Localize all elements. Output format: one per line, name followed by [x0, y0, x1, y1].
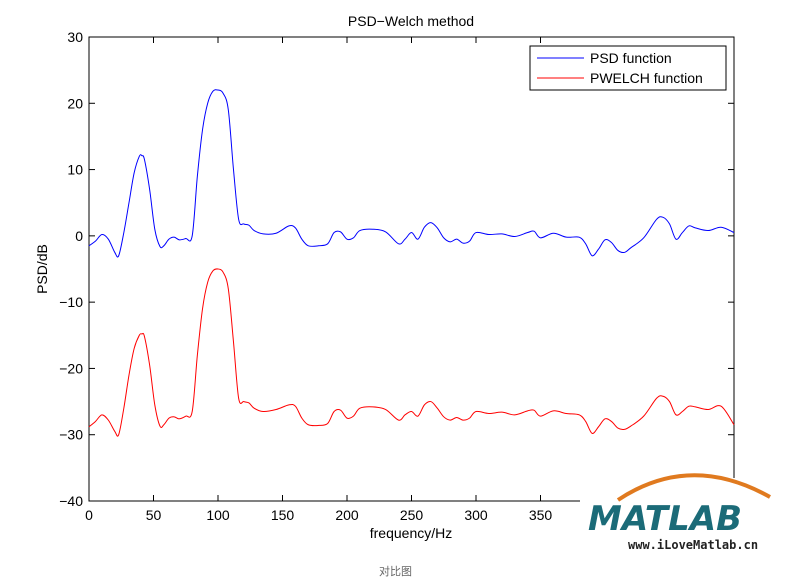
plot-area: [88, 36, 735, 502]
pwelch-function-line: [88, 268, 735, 437]
y-axis-label: PSD/dB: [34, 244, 50, 294]
y-tick-label: −40: [59, 493, 83, 509]
x-tick-label: 0: [85, 507, 93, 523]
x-tick-label: 300: [464, 507, 488, 523]
x-tick-label: 200: [335, 507, 359, 523]
x-axis-label: frequency/Hz: [370, 525, 452, 541]
y-tick-label: −30: [59, 427, 83, 443]
watermark-arc-icon: [616, 473, 771, 502]
watermark-url: www.iLoveMatlab.cn: [628, 538, 758, 552]
x-tick-label: 350: [529, 507, 553, 523]
legend-box: [529, 45, 727, 91]
x-tick-label: 50: [146, 507, 162, 523]
psd-function-line: [88, 89, 735, 258]
y-tick-label: 30: [67, 29, 83, 45]
series-group: [88, 89, 735, 437]
y-tick-label: 0: [75, 228, 83, 244]
legend-label-psd: PSD function: [590, 50, 672, 66]
y-axis-ticks: 30 20 10 0 −10 −20 −30 −40: [59, 29, 734, 509]
x-axis-ticks: 0 50 100 150 200 250 300 350: [85, 37, 552, 523]
legend-label-pwelch: PWELCH function: [590, 70, 703, 86]
legend: PSD function PWELCH function: [529, 45, 727, 91]
y-tick-label: 20: [67, 95, 83, 111]
figure-caption: 对比图: [379, 565, 412, 578]
chart-title: PSD−Welch method: [348, 13, 474, 29]
x-tick-label: 250: [400, 507, 424, 523]
watermark: MATLAB www.iLoveMatlab.cn: [580, 473, 791, 556]
y-tick-label: −20: [59, 360, 83, 376]
x-tick-label: 100: [206, 507, 230, 523]
x-tick-label: 150: [271, 507, 295, 523]
y-tick-label: −10: [59, 294, 83, 310]
y-tick-label: 10: [67, 162, 83, 178]
watermark-logo: MATLAB: [588, 499, 742, 539]
